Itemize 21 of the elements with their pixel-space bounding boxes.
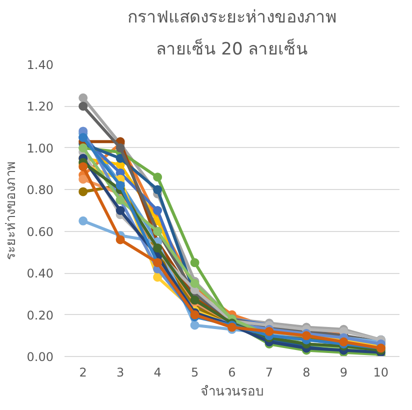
chart-subtitle: ลายเซ็น 20 ลายเซ็น: [156, 38, 308, 60]
y-tick-label: 0.80: [26, 183, 54, 198]
x-tick-label: 4: [154, 366, 162, 380]
x-tick-label: 9: [340, 366, 348, 380]
x-tick-label: 7: [265, 366, 274, 380]
y-tick-label: 0.60: [26, 224, 54, 239]
y-tick-label: 0.20: [26, 308, 54, 322]
x-tick-label: 3: [116, 366, 124, 380]
x-tick-label: 10: [373, 366, 389, 380]
y-tick-label: 0.40: [26, 266, 54, 281]
x-tick-label: 2: [79, 366, 87, 380]
x-axis-title: จำนวนรอบ: [200, 384, 264, 400]
y-tick-label: 0.00: [26, 350, 54, 364]
x-tick-label: 5: [190, 366, 199, 380]
x-tick-label: 6: [228, 366, 236, 380]
y-tick-label: 1.40: [26, 58, 54, 72]
y-tick-label: 1.00: [26, 141, 54, 156]
x-tick-label: 8: [302, 366, 310, 380]
chart-title: กราฟแสดงระยะห่างของภาพ: [128, 8, 336, 28]
y-tick-label: 1.20: [26, 100, 54, 114]
y-axis-title: ระยะห่างของภาพ: [4, 161, 19, 260]
